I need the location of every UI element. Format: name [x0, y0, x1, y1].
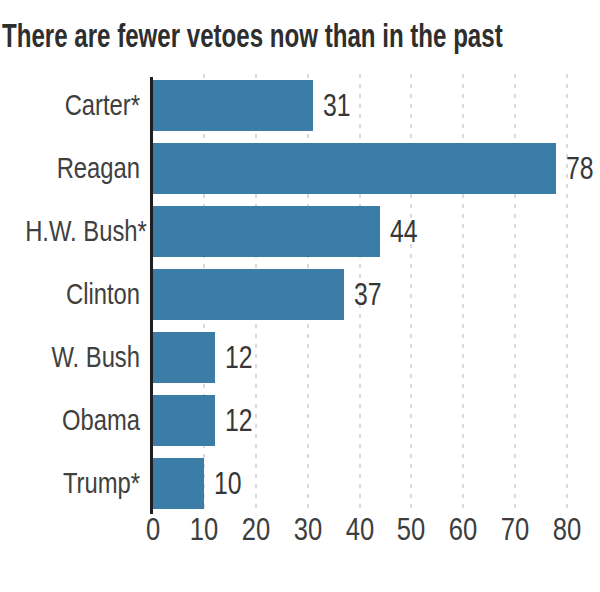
x-tick-label-60: 60 — [435, 511, 491, 548]
bar-carter — [153, 80, 314, 131]
category-label-trump: Trump* — [25, 458, 140, 509]
bar-clinton — [153, 269, 345, 320]
value-label-obama: 12 — [225, 395, 253, 446]
x-tick-label-30: 30 — [280, 511, 336, 548]
x-tick-label-40: 40 — [332, 511, 388, 548]
category-label-carter: Carter* — [25, 80, 140, 131]
value-label-h-w-bush: 44 — [390, 206, 418, 257]
value-label-w-bush: 12 — [225, 332, 253, 383]
category-label-clinton: Clinton — [25, 269, 140, 320]
category-label-reagan: Reagan — [25, 143, 140, 194]
category-label-w-bush: W. Bush — [25, 332, 140, 383]
value-label-clinton: 37 — [354, 269, 382, 320]
x-tick-label-10: 10 — [176, 511, 232, 548]
x-tick-label-70: 70 — [487, 511, 543, 548]
bar-w-bush — [153, 332, 215, 383]
x-tick-label-50: 50 — [383, 511, 439, 548]
bar-trump — [153, 458, 205, 509]
bar-reagan — [153, 143, 557, 194]
value-label-reagan: 78 — [566, 143, 594, 194]
veto-bar-chart: There are fewer vetoes now than in the p… — [0, 0, 600, 592]
chart-title: There are fewer vetoes now than in the p… — [2, 16, 503, 56]
x-tick-label-20: 20 — [228, 511, 284, 548]
gridline-60 — [462, 74, 464, 510]
bar-obama — [153, 395, 215, 446]
gridline-70 — [514, 74, 516, 510]
gridline-50 — [410, 74, 412, 510]
value-label-trump: 10 — [214, 458, 242, 509]
x-tick-label-0: 0 — [125, 511, 181, 548]
value-label-carter: 31 — [323, 80, 351, 131]
category-label-h-w-bush: H.W. Bush* — [25, 206, 140, 257]
gridline-80 — [566, 74, 568, 510]
bar-h-w-bush — [153, 206, 381, 257]
category-label-obama: Obama — [25, 395, 140, 446]
x-tick-label-80: 80 — [539, 511, 595, 548]
